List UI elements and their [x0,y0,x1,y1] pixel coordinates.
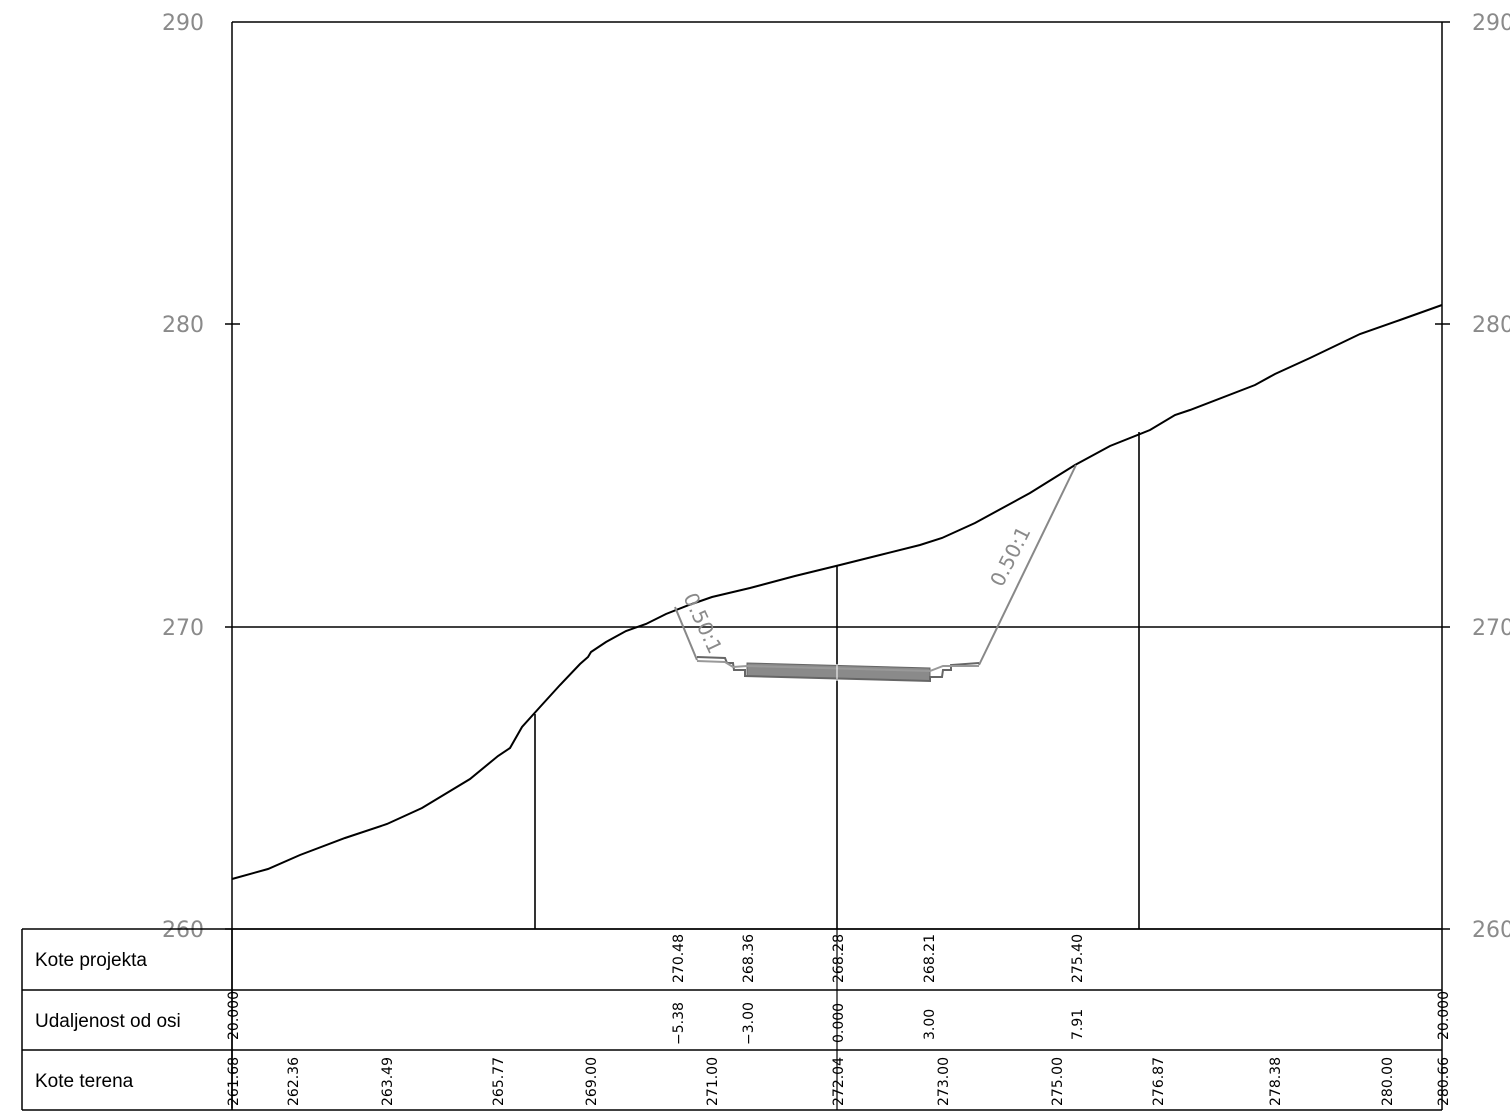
pavement-top [696,660,979,673]
y-tick-label-right: 280 [1472,313,1510,338]
slope-left [674,606,698,661]
kote-terena-values: 261.68 262.36 263.49 265.77 269.00 271.0… [226,1057,1452,1106]
slope-label-right: 0.50:1 [985,522,1035,590]
terrain-value: 280.00 [1380,1057,1396,1106]
projekt-value: 268.21 [922,934,938,983]
terrain-value: 262.36 [286,1057,302,1106]
row-label-kote-projekta: Kote projekta [35,950,147,971]
slope-right [978,464,1077,666]
profile-table [21,928,1443,1111]
terrain-value: 278.38 [1268,1057,1284,1106]
projekt-value: 275.40 [1070,934,1086,983]
terrain-value: 275.00 [1050,1057,1066,1106]
slope-label-left: 0.50:1 [678,589,727,657]
road-section [696,656,980,683]
terrain-value: 265.77 [491,1057,507,1106]
udaljenost-values: 20.000 −5.38 −3.00 0.000 3.00 7.91 20.00… [226,991,1452,1045]
terrain-value: 263.49 [380,1057,396,1106]
terrain-value: 269.00 [584,1057,600,1106]
terrain-line [231,304,1443,880]
y-tick-label: 260 [162,918,204,943]
y-tick-label: 280 [162,313,204,338]
projekt-value: 270.48 [671,934,687,983]
y-tick-label: 290 [162,11,204,36]
offset-value: 20.000 [1436,991,1452,1040]
y-tick-label-right: 290 [1472,11,1510,36]
projekt-value: 268.36 [741,934,757,983]
projekt-value: 268.28 [831,934,847,983]
terrain-value: 261.68 [226,1057,242,1106]
offset-value: −5.38 [671,1002,687,1045]
offset-value: 20.000 [226,991,242,1040]
terrain-value: 276.87 [1151,1057,1167,1106]
y-tick-label-right: 270 [1472,616,1510,641]
offset-value: 0.000 [831,1003,847,1043]
offset-value: 3.00 [922,1009,938,1040]
y-tick-label: 270 [162,616,204,641]
row-label-kote-terena: Kote terena [35,1071,134,1092]
terrain-value: 273.00 [936,1057,952,1106]
y-tick-label-right: 260 [1472,918,1510,943]
terrain-value: 271.00 [705,1057,721,1106]
offset-value: −3.00 [741,1002,757,1045]
terrain-value: 280.66 [1436,1057,1452,1106]
terrain-value: 272.04 [831,1057,847,1106]
row-label-udaljenost: Udaljenost od osi [35,1011,181,1032]
offset-value: 7.91 [1070,1009,1086,1040]
kote-projekta-values: 270.48 268.36 268.28 268.21 275.40 [671,934,1086,983]
